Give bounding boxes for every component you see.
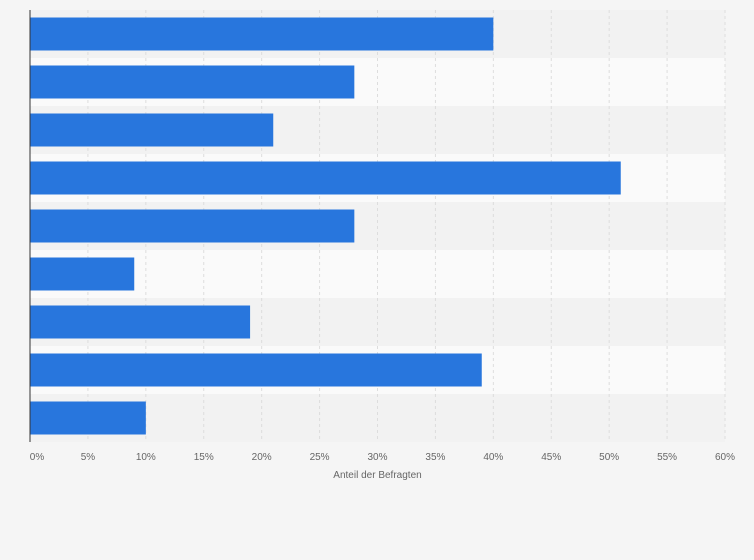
bar xyxy=(30,353,482,387)
x-tick-label: 15% xyxy=(194,452,214,463)
x-tick-label: 50% xyxy=(599,452,619,463)
bar xyxy=(30,17,494,51)
x-tick-label: 55% xyxy=(657,452,677,463)
bar xyxy=(30,161,621,195)
x-tick-label: 20% xyxy=(252,452,272,463)
x-tick-label: 40% xyxy=(483,452,503,463)
bars xyxy=(30,17,621,435)
bar xyxy=(30,257,135,291)
x-axis-title: Anteil der Befragten xyxy=(333,470,421,481)
bar xyxy=(30,209,355,243)
bar xyxy=(30,305,251,339)
x-tick-label: 45% xyxy=(541,452,561,463)
x-tick-label: 30% xyxy=(367,452,387,463)
bar xyxy=(30,65,355,99)
bar xyxy=(30,113,274,147)
x-tick-label: 25% xyxy=(310,452,330,463)
x-tick-label: 35% xyxy=(425,452,445,463)
x-tick-label: 10% xyxy=(136,452,156,463)
bar xyxy=(30,401,146,435)
x-tick-label: 0% xyxy=(30,452,45,463)
x-tick-labels: 0% 5% 10% 15% 20% 25% 30% 35% 40% 45% 50% 55% 60% xyxy=(30,452,735,463)
x-tick-label: 5% xyxy=(81,452,96,463)
x-tick-label: 60% xyxy=(715,452,735,463)
